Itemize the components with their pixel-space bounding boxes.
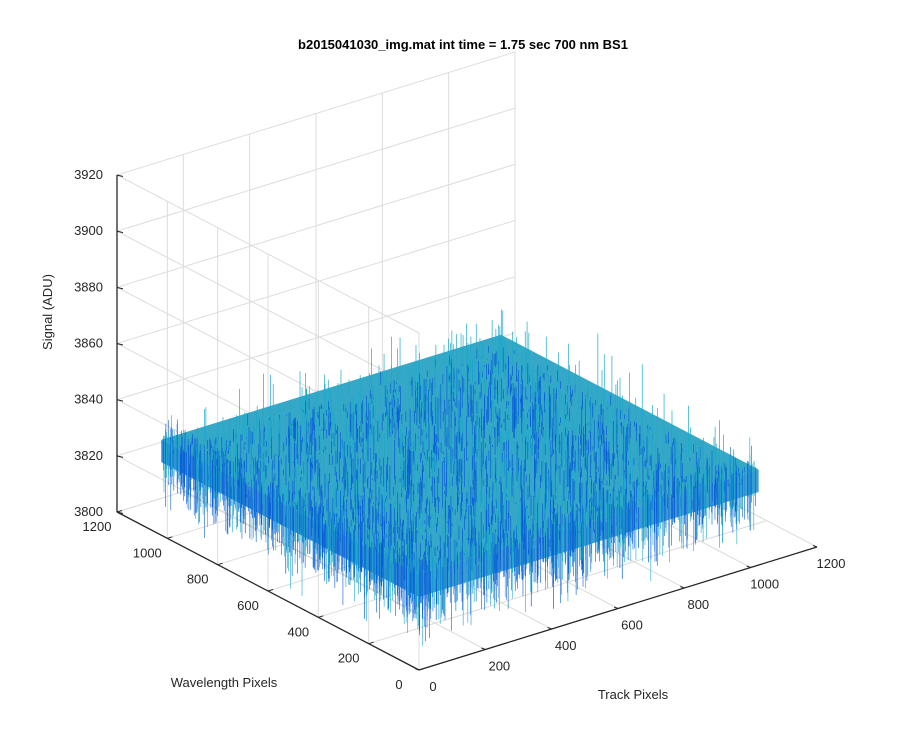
grid-line: [116, 276, 516, 401]
x-tick-label: 1000: [750, 577, 779, 592]
x-tick-mark: [812, 545, 818, 548]
z-tick-label: 3860: [74, 336, 103, 351]
z-tick-mark: [116, 511, 124, 514]
x-tick-label: 800: [687, 597, 709, 612]
y-tick-mark: [418, 668, 425, 671]
x-tick-mark: [680, 586, 685, 589]
x-axis-label: Track Pixels: [598, 687, 669, 702]
z-tick-label: 3900: [74, 223, 103, 238]
z-tick-mark: [116, 455, 124, 458]
grid-line: [116, 220, 516, 344]
z-tick-label: 3920: [74, 167, 103, 182]
y-tick-mark: [167, 536, 173, 539]
tick-labels: 0 200 400 600 800 1000 1200 0 200 400 600 800 1000 12…: [74, 167, 845, 694]
y-tick-label: 1200: [83, 519, 112, 534]
x-tick-mark: [613, 606, 619, 609]
z-tick-mark: [116, 399, 124, 402]
z-tick-label: 3800: [74, 504, 103, 519]
x-tick-mark: [481, 647, 486, 650]
z-tick-label: 3880: [74, 279, 103, 294]
y-tick-label: 400: [287, 624, 309, 639]
y-axis-label: Wavelength Pixels: [171, 675, 278, 690]
z-tick-mark: [116, 343, 124, 346]
chart-title: b2015041030_img.mat int time = 1.75 sec …: [298, 37, 628, 52]
x-tick-mark: [414, 668, 420, 671]
z-tick-mark: [116, 286, 124, 290]
x-tick-mark: [746, 565, 751, 568]
grid-line: [116, 107, 516, 232]
axis-lines: [116, 174, 818, 671]
y-tick-mark: [217, 562, 223, 566]
x-tick-label: 0: [429, 679, 436, 694]
x-tick-label: 400: [555, 638, 577, 653]
y-tick-mark: [368, 641, 374, 645]
z-tick-mark: [116, 174, 124, 177]
data-surface: [161, 309, 759, 647]
z-tick-label: 3820: [74, 448, 103, 463]
grid-line: [116, 51, 516, 176]
x-tick-label: 200: [488, 659, 510, 674]
y-tick-mark: [318, 615, 324, 618]
y-tick-label: 0: [395, 677, 402, 692]
z-axis-label: Signal (ADU): [40, 274, 55, 350]
y-tick-label: 1000: [133, 545, 162, 560]
y-tick-label: 200: [338, 651, 360, 666]
grid-line: [116, 163, 516, 288]
z-tick-label: 3840: [74, 392, 103, 407]
grid-line: [116, 230, 420, 390]
z-tick-mark: [116, 230, 124, 234]
x-tick-label: 1200: [817, 556, 846, 571]
x-tick-mark: [547, 627, 552, 630]
grid-line: [116, 174, 420, 334]
y-tick-label: 800: [187, 572, 209, 587]
x-tick-label: 600: [621, 618, 643, 633]
y-tick-label: 600: [237, 598, 259, 613]
y-tick-mark: [267, 589, 274, 592]
